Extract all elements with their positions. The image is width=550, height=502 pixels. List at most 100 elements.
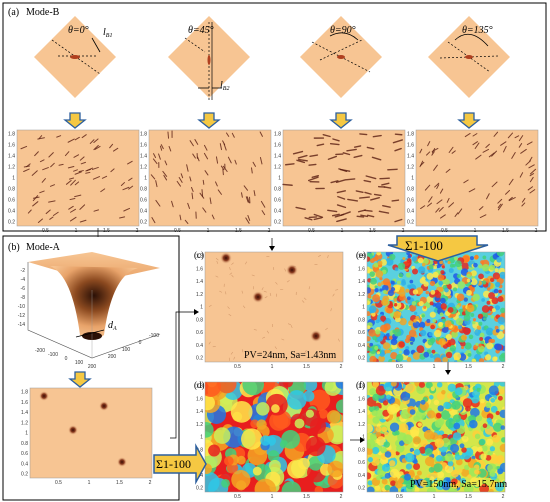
- texture-mark: [521, 202, 526, 207]
- panel-e-blob: [438, 280, 444, 286]
- panel-e-blob: [454, 360, 458, 362]
- texture-mark: [222, 165, 228, 173]
- panel-e-blob: [381, 284, 389, 292]
- texture-mark: [445, 168, 451, 173]
- texture-mark: [281, 338, 285, 341]
- panel-e-blob: [433, 329, 442, 338]
- panel-d-blob: [281, 429, 300, 449]
- texture-mark: [109, 143, 114, 149]
- panel-e-blob: [411, 301, 417, 306]
- panel-e-blob: [398, 289, 406, 297]
- texture-mark: [463, 179, 469, 184]
- panel-d-blob: [252, 466, 262, 476]
- panel-e-blob: [390, 351, 398, 360]
- panel-e-blob: [429, 280, 436, 287]
- mode-b-map-1-ytick: 0.4: [140, 209, 147, 215]
- mode-b-map-2-xtick: 1.5: [369, 228, 376, 234]
- texture-mark: [298, 158, 308, 162]
- panel-f-blob: [433, 463, 443, 473]
- panel-f-blob: [446, 393, 453, 399]
- panel-f-blob: [405, 480, 415, 490]
- panel-e-blob: [444, 259, 448, 263]
- panel-f-blob: [501, 480, 505, 486]
- panel-d-blob: [241, 428, 263, 450]
- texture-mark: [93, 144, 99, 151]
- panel-e-blob: [418, 321, 426, 329]
- texture-mark: [451, 150, 456, 154]
- x-tick: 200: [88, 364, 97, 370]
- panel-f-blob: [372, 382, 380, 388]
- panel-f-blob: [414, 487, 420, 492]
- texture-mark: [378, 210, 390, 214]
- mode-b-map-0-xtick: 0.5: [42, 228, 49, 234]
- texture-mark: [529, 168, 537, 175]
- panel-f-map: 1.8 1.6 1.4 1.2 1 0.8 0.6 0.4 0.2 0.5 1 1.5 2: [358, 381, 506, 500]
- texture-mark: [529, 156, 533, 162]
- panel-e-blob: [375, 329, 381, 335]
- texture-mark: [304, 217, 313, 221]
- panel-f-blob: [435, 412, 442, 419]
- texture-mark: [86, 167, 94, 172]
- texture-mark: [322, 134, 331, 138]
- mode-b-map-0: [16, 129, 140, 227]
- panel-d-label: (d): [194, 380, 205, 390]
- panel-e-blob: [461, 311, 466, 316]
- panel-e-blob: [493, 288, 499, 294]
- panel-e-blob: [471, 320, 476, 325]
- panel-f-blob: [424, 456, 435, 467]
- panel-e-blob: [369, 355, 377, 362]
- texture-mark: [209, 197, 212, 205]
- panel-b-frame: [2, 235, 180, 501]
- mode-b-map-1-ytick: 0.2: [140, 220, 147, 226]
- panel-e-blob: [376, 351, 381, 355]
- panel-d-ytick: 1.6: [196, 396, 203, 402]
- panel-e-blob: [380, 324, 388, 333]
- mode-b-map-1-xtick: 1.5: [235, 228, 242, 234]
- texture-mark: [179, 214, 182, 221]
- mode-b-map-2-ytick: 0.8: [274, 187, 281, 193]
- texture-mark: [251, 274, 255, 277]
- panel-e-blob: [502, 329, 505, 334]
- diamond-theta-0: θ=0° lB1: [33, 15, 117, 99]
- mode-b-map-1-ytick: 1.8: [140, 132, 147, 138]
- panel-d-blob: [230, 400, 253, 423]
- texture-mark: [357, 209, 366, 213]
- texture-mark: [64, 151, 70, 157]
- panel-f-blob: [497, 468, 504, 475]
- texture-mark: [529, 176, 534, 183]
- panel-f-blob: [426, 487, 436, 492]
- panel-f-blob: [389, 485, 399, 492]
- texture-mark: [220, 165, 225, 171]
- texture-mark: [167, 131, 170, 139]
- texture-mark: [73, 169, 78, 172]
- panel-f-blob: [367, 472, 372, 480]
- texture-mark: [365, 175, 377, 180]
- panel-f-blob: [429, 395, 434, 400]
- panel-f-blob: [463, 483, 474, 492]
- mode-a-map-xtick: 1.5: [116, 480, 123, 486]
- texture-mark: [364, 191, 372, 195]
- panel-f-blob: [485, 402, 492, 409]
- texture-mark: [468, 188, 476, 193]
- texture-mark: [247, 214, 251, 221]
- panel-e-blob: [375, 270, 384, 278]
- mode-b-map-3-xtick: 2: [535, 228, 538, 234]
- panel-f-blob: [383, 382, 393, 392]
- texture-mark: [313, 213, 324, 218]
- texture-mark: [155, 199, 161, 207]
- panel-d-blob: [205, 463, 212, 475]
- mode-b-map-3-ytick: 1.8: [407, 132, 414, 138]
- panel-d-blob: [298, 457, 310, 470]
- texture-mark: [219, 143, 223, 151]
- texture-mark: [366, 146, 375, 150]
- panel-c-xtick: 1.5: [303, 364, 310, 370]
- panel-f-ytick: 1.4: [358, 409, 365, 415]
- texture-mark: [38, 135, 43, 140]
- texture-mark: [261, 210, 266, 216]
- panel-f-blob: [437, 405, 444, 412]
- texture-mark: [286, 280, 290, 283]
- pit: [99, 401, 109, 411]
- panel-e-blob: [493, 356, 498, 361]
- panel-f-blob: [497, 395, 503, 401]
- panel-e-blob: [453, 287, 458, 292]
